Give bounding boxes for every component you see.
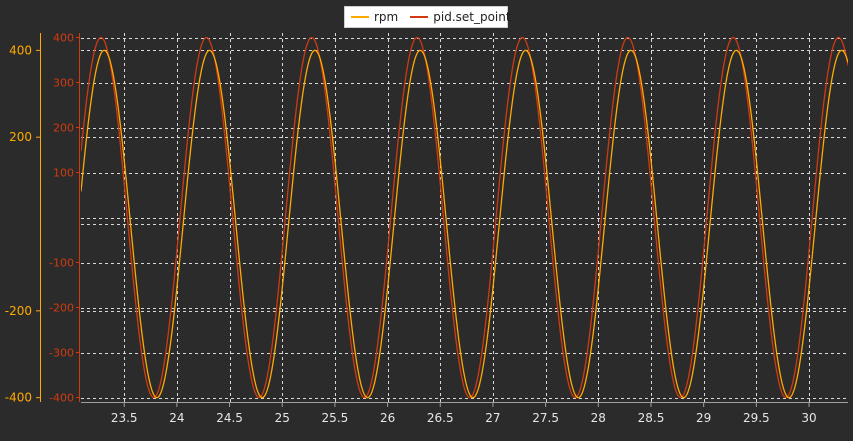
x-tick-label: 28.5 bbox=[638, 411, 665, 425]
x-tick-label: 26 bbox=[380, 411, 395, 425]
legend-label-rpm: rpm bbox=[374, 10, 399, 24]
x-tick-label: 23.5 bbox=[111, 411, 138, 425]
x-tick-label: 30 bbox=[801, 411, 816, 425]
x-tick-label: 27.5 bbox=[532, 411, 559, 425]
x-tick-label: 25.5 bbox=[322, 411, 349, 425]
y-tick-label-right: -100 bbox=[49, 257, 74, 270]
y-tick-label-right: -300 bbox=[49, 347, 74, 360]
x-tick-label: 25 bbox=[275, 411, 290, 425]
legend-swatch-rpm bbox=[351, 16, 369, 18]
y-tick-label-left: -400 bbox=[5, 391, 32, 405]
x-tick-label: 29 bbox=[696, 411, 711, 425]
x-tick-label: 26.5 bbox=[427, 411, 454, 425]
legend-label-setpoint: pid.set_point bbox=[433, 10, 511, 24]
legend: rpm pid.set_point bbox=[344, 6, 511, 28]
x-tick-label: 24.5 bbox=[216, 411, 243, 425]
x-tick-label: 28 bbox=[591, 411, 606, 425]
x-tick-label: 29.5 bbox=[743, 411, 770, 425]
y-tick-label-right: 300 bbox=[53, 77, 74, 90]
legend-swatch-setpoint bbox=[410, 16, 429, 18]
legend-item-setpoint[interactable]: pid.set_point bbox=[410, 10, 511, 24]
y-tick-label-right: 200 bbox=[53, 122, 74, 135]
y-tick-label-right: 400 bbox=[53, 32, 74, 45]
y-tick-label-right: -200 bbox=[49, 302, 74, 315]
series-line-rpm bbox=[81, 49, 848, 399]
y-tick-label-right: 100 bbox=[53, 167, 74, 180]
y-tick-label-right: -400 bbox=[49, 392, 74, 405]
x-tick-label: 27 bbox=[485, 411, 500, 425]
y-tick-label-left: 400 bbox=[9, 43, 32, 57]
y-tick-label-left: 200 bbox=[9, 130, 32, 144]
series-line-pid-set-point bbox=[81, 36, 848, 399]
legend-item-rpm[interactable]: rpm bbox=[351, 10, 398, 24]
x-tick-label: 24 bbox=[169, 411, 184, 425]
y-tick-label-left: -200 bbox=[5, 304, 32, 318]
